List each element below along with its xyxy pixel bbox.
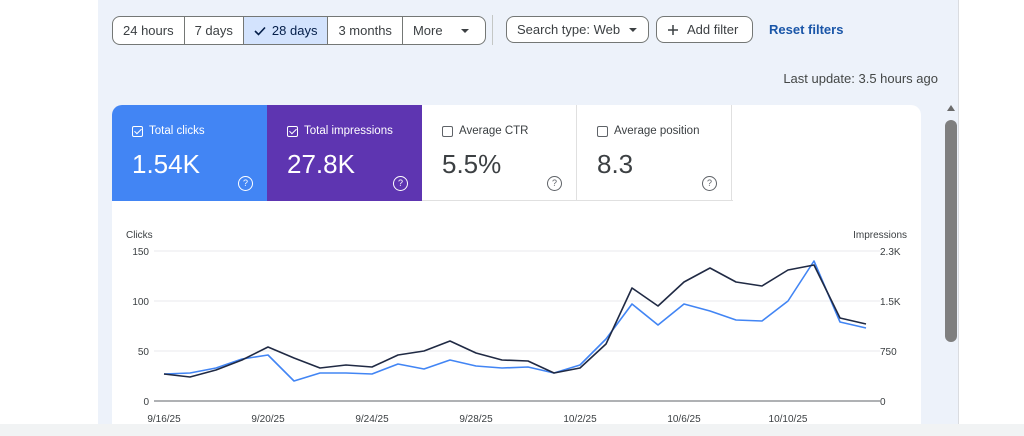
check-icon	[254, 26, 266, 36]
toolbar-divider	[492, 15, 493, 45]
x-tick-label: 9/24/25	[355, 414, 389, 425]
x-tick-label: 10/2/25	[563, 414, 597, 425]
scrollbar-thumb[interactable]	[945, 120, 957, 342]
x-tick-label: 10/10/25	[769, 414, 808, 425]
y-tick-label-right: 2.3K	[880, 247, 901, 258]
range-3-months-button[interactable]: 3 months	[328, 17, 403, 44]
dropdown-icon	[629, 27, 638, 32]
y-tick-label-left: 100	[132, 297, 149, 308]
range-label: 3 months	[338, 23, 392, 38]
checkbox-icon[interactable]	[597, 125, 608, 137]
search-type-label: Search type: Web	[517, 22, 621, 37]
metric-average-ctr[interactable]: Average CTR 5.5% ?	[422, 105, 577, 201]
metric-average-position[interactable]: Average position 8.3 ?	[577, 105, 732, 201]
range-label: More	[412, 23, 443, 38]
metric-label: Total clicks	[149, 125, 205, 137]
checkbox-icon[interactable]	[442, 125, 453, 137]
range-28-days-button[interactable]: 28 days	[243, 17, 329, 44]
performance-chart: Clicks Impressions 0 0 50 750 100 1.5K 150 2.3K 9/…	[126, 230, 907, 425]
performance-card: Total clicks 1.54K ? Total impressions 2…	[112, 105, 921, 436]
bottom-strip	[0, 424, 1024, 436]
y-tick-label-right: 750	[880, 347, 897, 358]
last-update-text: Last update: 3.5 hours ago	[783, 71, 938, 86]
metric-value: 5.5%	[442, 149, 502, 179]
y-tick-label-left: 150	[132, 247, 149, 258]
range-label: 24 hours	[123, 23, 174, 38]
metric-total-clicks[interactable]: Total clicks 1.54K ?	[112, 105, 267, 201]
range-24-hours-button[interactable]: 24 hours	[113, 17, 185, 44]
help-icon[interactable]: ?	[547, 176, 562, 191]
series-line	[163, 264, 867, 378]
add-icon	[668, 24, 678, 35]
search-type-dropdown[interactable]: Search type: Web	[506, 16, 649, 43]
help-icon[interactable]: ?	[702, 176, 717, 191]
y-tick-label-right: 1.5K	[880, 297, 901, 308]
y-tick-label-left: 50	[138, 347, 150, 358]
series-line	[163, 260, 867, 382]
date-range-selector: 24 hours 7 days 28 days 3 months More	[112, 16, 486, 45]
right-axis-label: Impressions	[853, 230, 907, 241]
x-tick-label: 9/20/25	[251, 414, 285, 425]
range-more-button[interactable]: More	[403, 17, 485, 44]
metric-value: 1.54K	[132, 149, 200, 179]
range-label: 7 days	[194, 23, 233, 38]
add-filter-button[interactable]: Add filter	[656, 16, 753, 43]
y-tick-label-left: 0	[143, 397, 149, 408]
dropdown-icon	[460, 28, 469, 33]
range-label: 28 days	[271, 23, 318, 38]
checkbox-icon[interactable]	[287, 125, 298, 137]
x-tick-label: 9/16/25	[147, 414, 181, 425]
help-icon[interactable]: ?	[238, 176, 253, 191]
add-filter-label: Add filter	[687, 22, 739, 37]
x-tick-label: 9/28/25	[459, 414, 493, 425]
metric-value: 8.3	[597, 149, 634, 179]
checkbox-icon[interactable]	[132, 125, 143, 137]
x-tick-label: 10/6/25	[667, 414, 701, 425]
y-tick-label-right: 0	[880, 397, 886, 408]
help-icon[interactable]: ?	[393, 176, 408, 191]
metric-label: Average position	[614, 125, 700, 137]
metric-total-impressions[interactable]: Total impressions 27.8K ?	[267, 105, 422, 201]
metric-value: 27.8K	[287, 149, 355, 179]
metrics-divider	[422, 200, 733, 201]
scroll-up-icon[interactable]	[947, 105, 955, 111]
metric-label: Average CTR	[459, 125, 529, 137]
left-axis-label: Clicks	[126, 230, 153, 241]
metric-label: Total impressions	[304, 125, 393, 137]
reset-filters-link[interactable]: Reset filters	[769, 22, 844, 37]
range-7-days-button[interactable]: 7 days	[185, 17, 244, 44]
